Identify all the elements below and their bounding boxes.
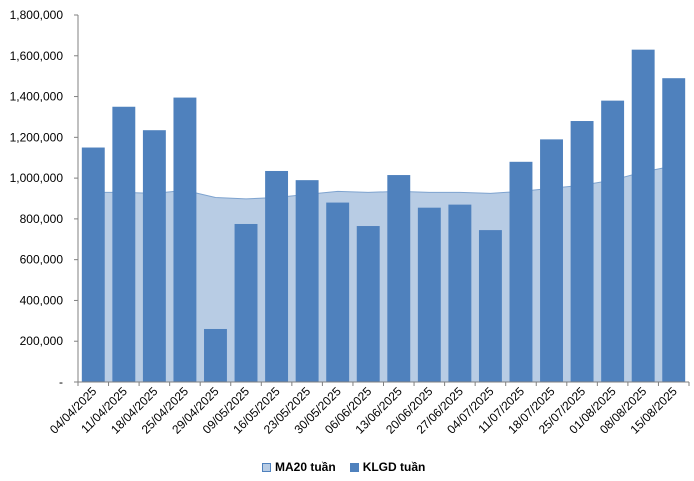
y-tick-label: 1,400,000 [10,90,64,104]
y-tick-label: 1,600,000 [10,49,64,63]
klgd-bar [173,97,197,382]
klgd-bar [417,207,441,382]
klgd-bar [662,78,686,382]
klgd-bar [112,106,136,382]
legend-swatch-ma20 [262,462,271,472]
klgd-bar [234,223,258,382]
klgd-bar [356,226,380,382]
klgd-bar [81,147,105,382]
y-tick-label: - [59,375,63,389]
klgd-bar [448,204,472,382]
legend-label-klgd: KLGD tuần [362,460,426,474]
klgd-bar [509,161,533,382]
klgd-bar [601,100,625,382]
klgd-bar [326,202,350,382]
klgd-bar [204,328,227,382]
y-tick-label: 1,800,000 [10,8,64,22]
legend-swatch-klgd [349,462,359,472]
legend-label-ma20: MA20 tuần [275,460,336,474]
y-tick-label: 1,200,000 [10,130,64,144]
klgd-bar [265,170,289,382]
y-tick-label: 1,000,000 [10,171,64,185]
y-tick-label: 200,000 [20,334,64,348]
klgd-bar [478,230,502,382]
legend-item-klgd: KLGD tuần [349,460,426,474]
klgd-bar [540,139,563,382]
klgd-bar [387,175,411,382]
klgd-bar [631,49,655,383]
klgd-bar [570,121,594,383]
y-tick-label: 400,000 [20,293,64,307]
klgd-bar-layer [81,49,686,383]
legend: MA20 tuần KLGD tuần [262,460,425,474]
y-tick-label: 600,000 [20,253,64,267]
klgd-bar [142,130,166,382]
legend-item-ma20: MA20 tuần [262,460,336,474]
klgd-bar [295,180,319,382]
y-tick-label: 800,000 [20,212,64,226]
